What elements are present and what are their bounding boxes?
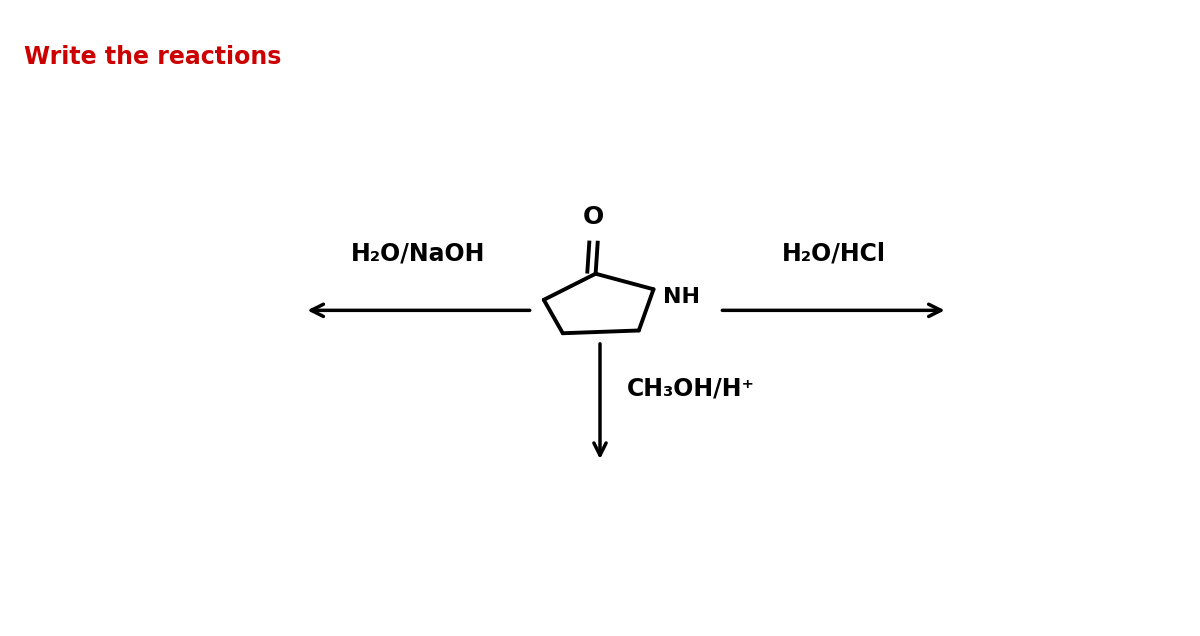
Text: H₂O/HCl: H₂O/HCl: [781, 242, 886, 266]
Text: H₂O/NaOH: H₂O/NaOH: [352, 242, 486, 266]
Text: O: O: [583, 205, 605, 230]
Text: Write the reactions: Write the reactions: [24, 45, 281, 69]
Text: CH₃OH/H⁺: CH₃OH/H⁺: [626, 377, 755, 401]
Text: NH: NH: [664, 287, 700, 307]
